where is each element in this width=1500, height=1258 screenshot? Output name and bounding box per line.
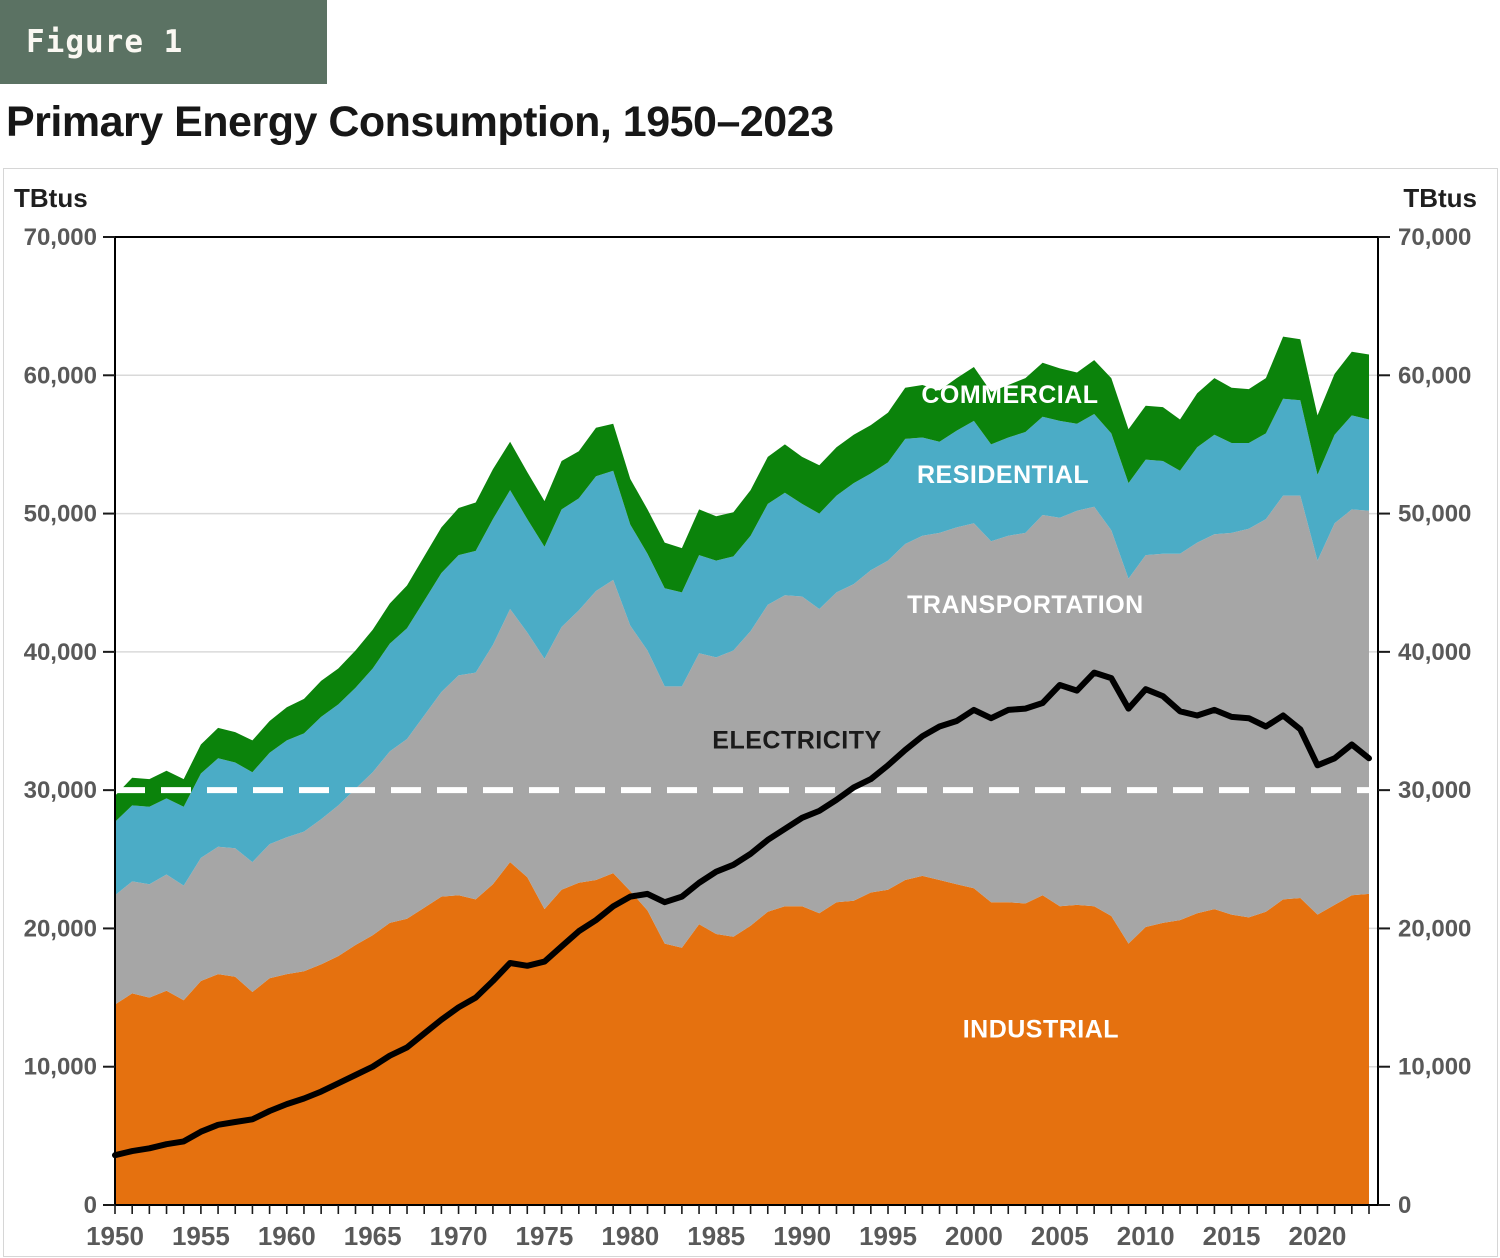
svg-text:40,000: 40,000 xyxy=(24,639,97,666)
svg-text:2015: 2015 xyxy=(1203,1221,1261,1251)
svg-text:20,000: 20,000 xyxy=(1398,915,1471,942)
svg-text:2005: 2005 xyxy=(1031,1221,1089,1251)
svg-text:1990: 1990 xyxy=(773,1221,831,1251)
figure-label: Figure 1 xyxy=(26,24,184,60)
svg-text:10,000: 10,000 xyxy=(1398,1054,1471,1081)
svg-text:70,000: 70,000 xyxy=(1398,224,1471,251)
svg-text:0: 0 xyxy=(84,1192,97,1219)
svg-text:30,000: 30,000 xyxy=(1398,777,1471,804)
svg-text:10,000: 10,000 xyxy=(24,1054,97,1081)
chart-title: Primary Energy Consumption, 1950–2023 xyxy=(6,98,834,146)
svg-text:1985: 1985 xyxy=(687,1221,745,1251)
figure-label-box: Figure 1 xyxy=(0,0,327,84)
area-industrial xyxy=(115,862,1369,1205)
svg-text:20,000: 20,000 xyxy=(24,915,97,942)
svg-text:40,000: 40,000 xyxy=(1398,639,1471,666)
svg-text:1970: 1970 xyxy=(430,1221,488,1251)
svg-text:50,000: 50,000 xyxy=(24,501,97,528)
svg-text:2000: 2000 xyxy=(945,1221,1003,1251)
y-axis-ticks: 0 0 10,000 10,000 20,000 20,000 30,000 30,000 40… xyxy=(24,224,1472,1219)
svg-text:60,000: 60,000 xyxy=(24,362,97,389)
label-residential: RESIDENTIAL xyxy=(917,461,1089,489)
electricity-line xyxy=(112,669,1372,1159)
svg-text:1980: 1980 xyxy=(601,1221,659,1251)
area-transportation xyxy=(115,495,1369,1005)
svg-text:1965: 1965 xyxy=(344,1221,402,1251)
svg-text:1975: 1975 xyxy=(516,1221,574,1251)
label-transportation: TRANSPORTATION xyxy=(907,591,1144,619)
y-axis-unit-left: TBtus xyxy=(14,183,88,213)
series-labels: COMMERCIAL RESIDENTIAL TRANSPORTATION ELECT… xyxy=(712,381,1143,1044)
svg-text:60,000: 60,000 xyxy=(1398,362,1471,389)
label-commercial: COMMERCIAL xyxy=(921,381,1098,409)
plot-frame xyxy=(114,236,1379,1206)
svg-text:1955: 1955 xyxy=(172,1221,230,1251)
svg-text:2020: 2020 xyxy=(1289,1221,1347,1251)
x-axis-ticks: 1950 1955 1960 1965 1970 1975 1980 1985 1990 1995… xyxy=(86,1205,1370,1251)
svg-text:30,000: 30,000 xyxy=(24,777,97,804)
svg-text:2010: 2010 xyxy=(1117,1221,1175,1251)
svg-text:70,000: 70,000 xyxy=(24,224,97,251)
label-electricity: ELECTRICITY xyxy=(712,727,881,755)
svg-text:50,000: 50,000 xyxy=(1398,501,1471,528)
area-residential xyxy=(115,398,1369,896)
y-axis-unit-right: TBtus xyxy=(1403,183,1477,213)
svg-text:1950: 1950 xyxy=(86,1221,144,1251)
svg-text:0: 0 xyxy=(1398,1192,1411,1219)
label-industrial: INDUSTRIAL xyxy=(963,1016,1119,1044)
svg-text:1995: 1995 xyxy=(859,1221,917,1251)
svg-text:1960: 1960 xyxy=(258,1221,316,1251)
